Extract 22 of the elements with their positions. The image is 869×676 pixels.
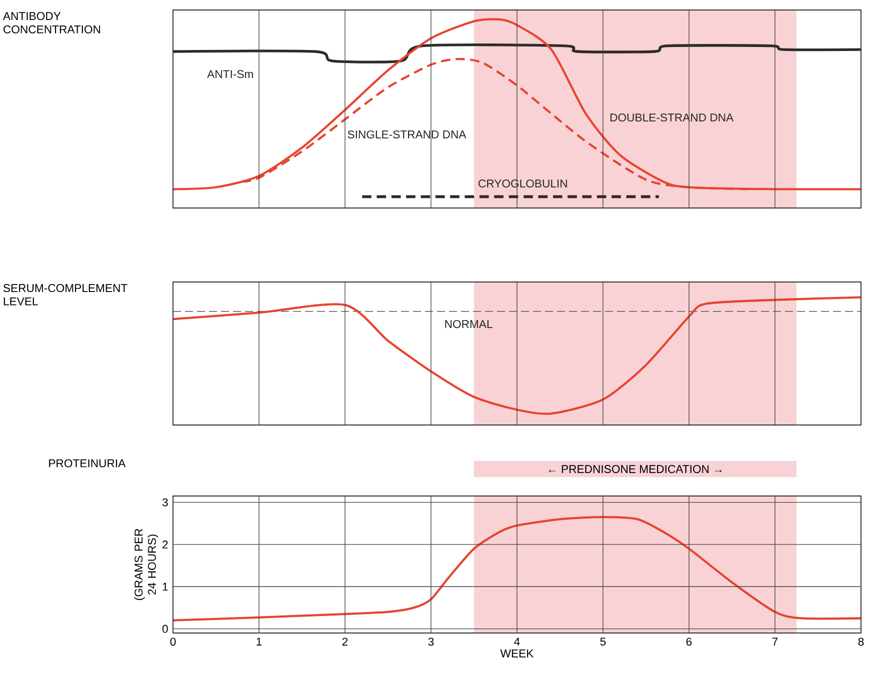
x-tick-label: 8 [858,638,864,646]
x-tick-label: 1 [256,638,262,646]
band-label: ← PREDNISONE MEDICATION → [548,465,722,474]
line-series [172,516,862,622]
x-tick-label: 2 [342,638,348,646]
x-tick-label: 3 [428,638,434,646]
y-tick-label: 3 [162,498,168,506]
chart-title: PROTEINURIA [49,459,126,468]
x-tick-label: 6 [686,638,692,646]
x-axis-title: WEEK [500,650,534,658]
y-tick-label: 1 [162,582,168,591]
x-tick-label: 7 [772,638,778,646]
ref-line-label: NORMAL [445,320,492,328]
series-label: ANTI-Sm [207,70,253,78]
y-tick-label: 2 [162,540,168,548]
y-axis-title: SERUM-COMPLEMENT LEVEL [3,284,128,306]
x-tick-label: 0 [170,638,176,646]
y-axis-title: (GRAMS PER 24 HOURS) [134,528,158,600]
x-tick-label: 4 [514,638,520,646]
y-tick-label: 0 [162,624,168,633]
y-axis-title: ANTIBODY CONCENTRATION [2,12,100,34]
x-tick-label: 5 [600,638,606,646]
